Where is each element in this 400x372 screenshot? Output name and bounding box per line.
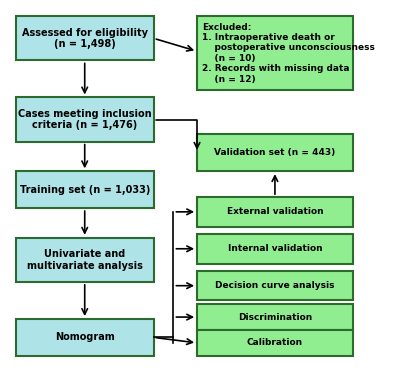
FancyBboxPatch shape (16, 97, 154, 142)
FancyBboxPatch shape (197, 304, 353, 330)
FancyBboxPatch shape (197, 271, 353, 301)
Text: Decision curve analysis: Decision curve analysis (215, 281, 335, 290)
Text: Training set (n = 1,033): Training set (n = 1,033) (20, 185, 150, 195)
Text: Excluded:
1. Intraoperative death or
    postoperative unconsciousness
    (n = : Excluded: 1. Intraoperative death or pos… (202, 23, 375, 84)
Text: External validation: External validation (227, 207, 323, 217)
FancyBboxPatch shape (16, 16, 154, 61)
FancyBboxPatch shape (16, 319, 154, 356)
FancyBboxPatch shape (197, 134, 353, 171)
FancyBboxPatch shape (16, 171, 154, 208)
Text: Univariate and
multivariate analysis: Univariate and multivariate analysis (27, 249, 143, 271)
FancyBboxPatch shape (197, 16, 353, 90)
Text: Internal validation: Internal validation (228, 244, 322, 253)
FancyBboxPatch shape (197, 330, 353, 356)
Text: Nomogram: Nomogram (55, 332, 114, 342)
Text: Calibration: Calibration (247, 339, 303, 347)
FancyBboxPatch shape (197, 197, 353, 227)
Text: Cases meeting inclusion
criteria (n = 1,476): Cases meeting inclusion criteria (n = 1,… (18, 109, 152, 130)
Text: Assessed for eligibility
(n = 1,498): Assessed for eligibility (n = 1,498) (22, 28, 148, 49)
Text: Discrimination: Discrimination (238, 312, 312, 321)
Text: Validation set (n = 443): Validation set (n = 443) (214, 148, 336, 157)
FancyBboxPatch shape (16, 238, 154, 282)
FancyBboxPatch shape (197, 234, 353, 263)
